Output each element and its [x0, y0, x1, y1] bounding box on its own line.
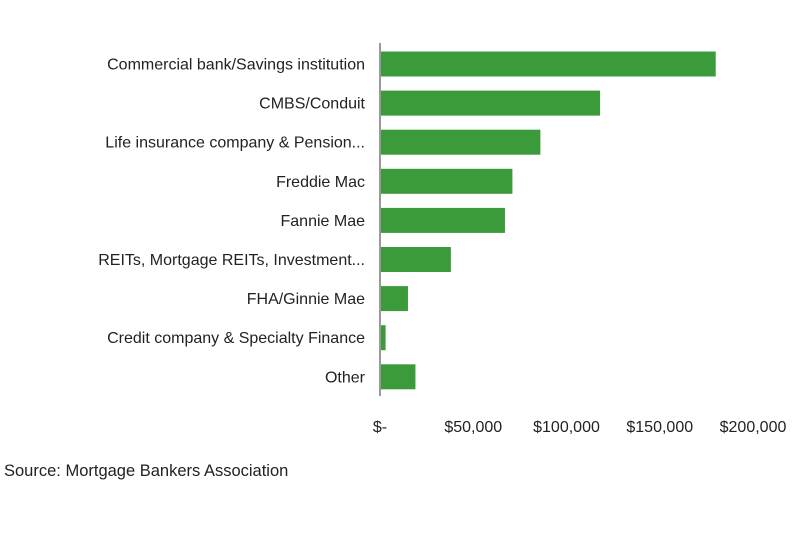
bar	[381, 325, 386, 351]
bar	[381, 129, 541, 155]
bar	[381, 364, 416, 390]
x-tick-label: $150,000	[626, 419, 693, 436]
x-tick-labels-group: $- $50,000 $100,000 $150,000 $200,000	[373, 419, 787, 436]
bar	[381, 247, 451, 272]
bar	[381, 168, 513, 194]
category-label: Life insurance company & Pension...	[105, 135, 365, 152]
bar	[381, 51, 716, 77]
source-note: Source: Mortgage Bankers Association	[4, 462, 289, 480]
category-labels-group: Commercial bank/Savings institution CMBS/…	[98, 57, 365, 387]
bars-group	[381, 51, 716, 390]
bar	[381, 286, 408, 312]
category-label: Credit company & Specialty Finance	[107, 330, 365, 347]
bar-chart: Commercial bank/Savings institution CMBS/…	[98, 43, 787, 436]
category-label: Freddie Mac	[276, 174, 365, 191]
category-label: Fannie Mae	[281, 213, 366, 230]
bar	[381, 90, 601, 116]
category-label: Commercial bank/Savings institution	[107, 57, 365, 74]
bar	[381, 207, 505, 233]
x-tick-label: $50,000	[444, 419, 502, 436]
x-tick-label: $100,000	[533, 419, 600, 436]
x-tick-label: $-	[373, 419, 387, 436]
category-label: REITs, Mortgage REITs, Investment...	[98, 252, 365, 269]
category-label: Other	[325, 369, 366, 386]
x-tick-label: $200,000	[720, 419, 787, 436]
category-label: CMBS/Conduit	[259, 96, 365, 113]
category-label: FHA/Ginnie Mae	[247, 291, 365, 308]
